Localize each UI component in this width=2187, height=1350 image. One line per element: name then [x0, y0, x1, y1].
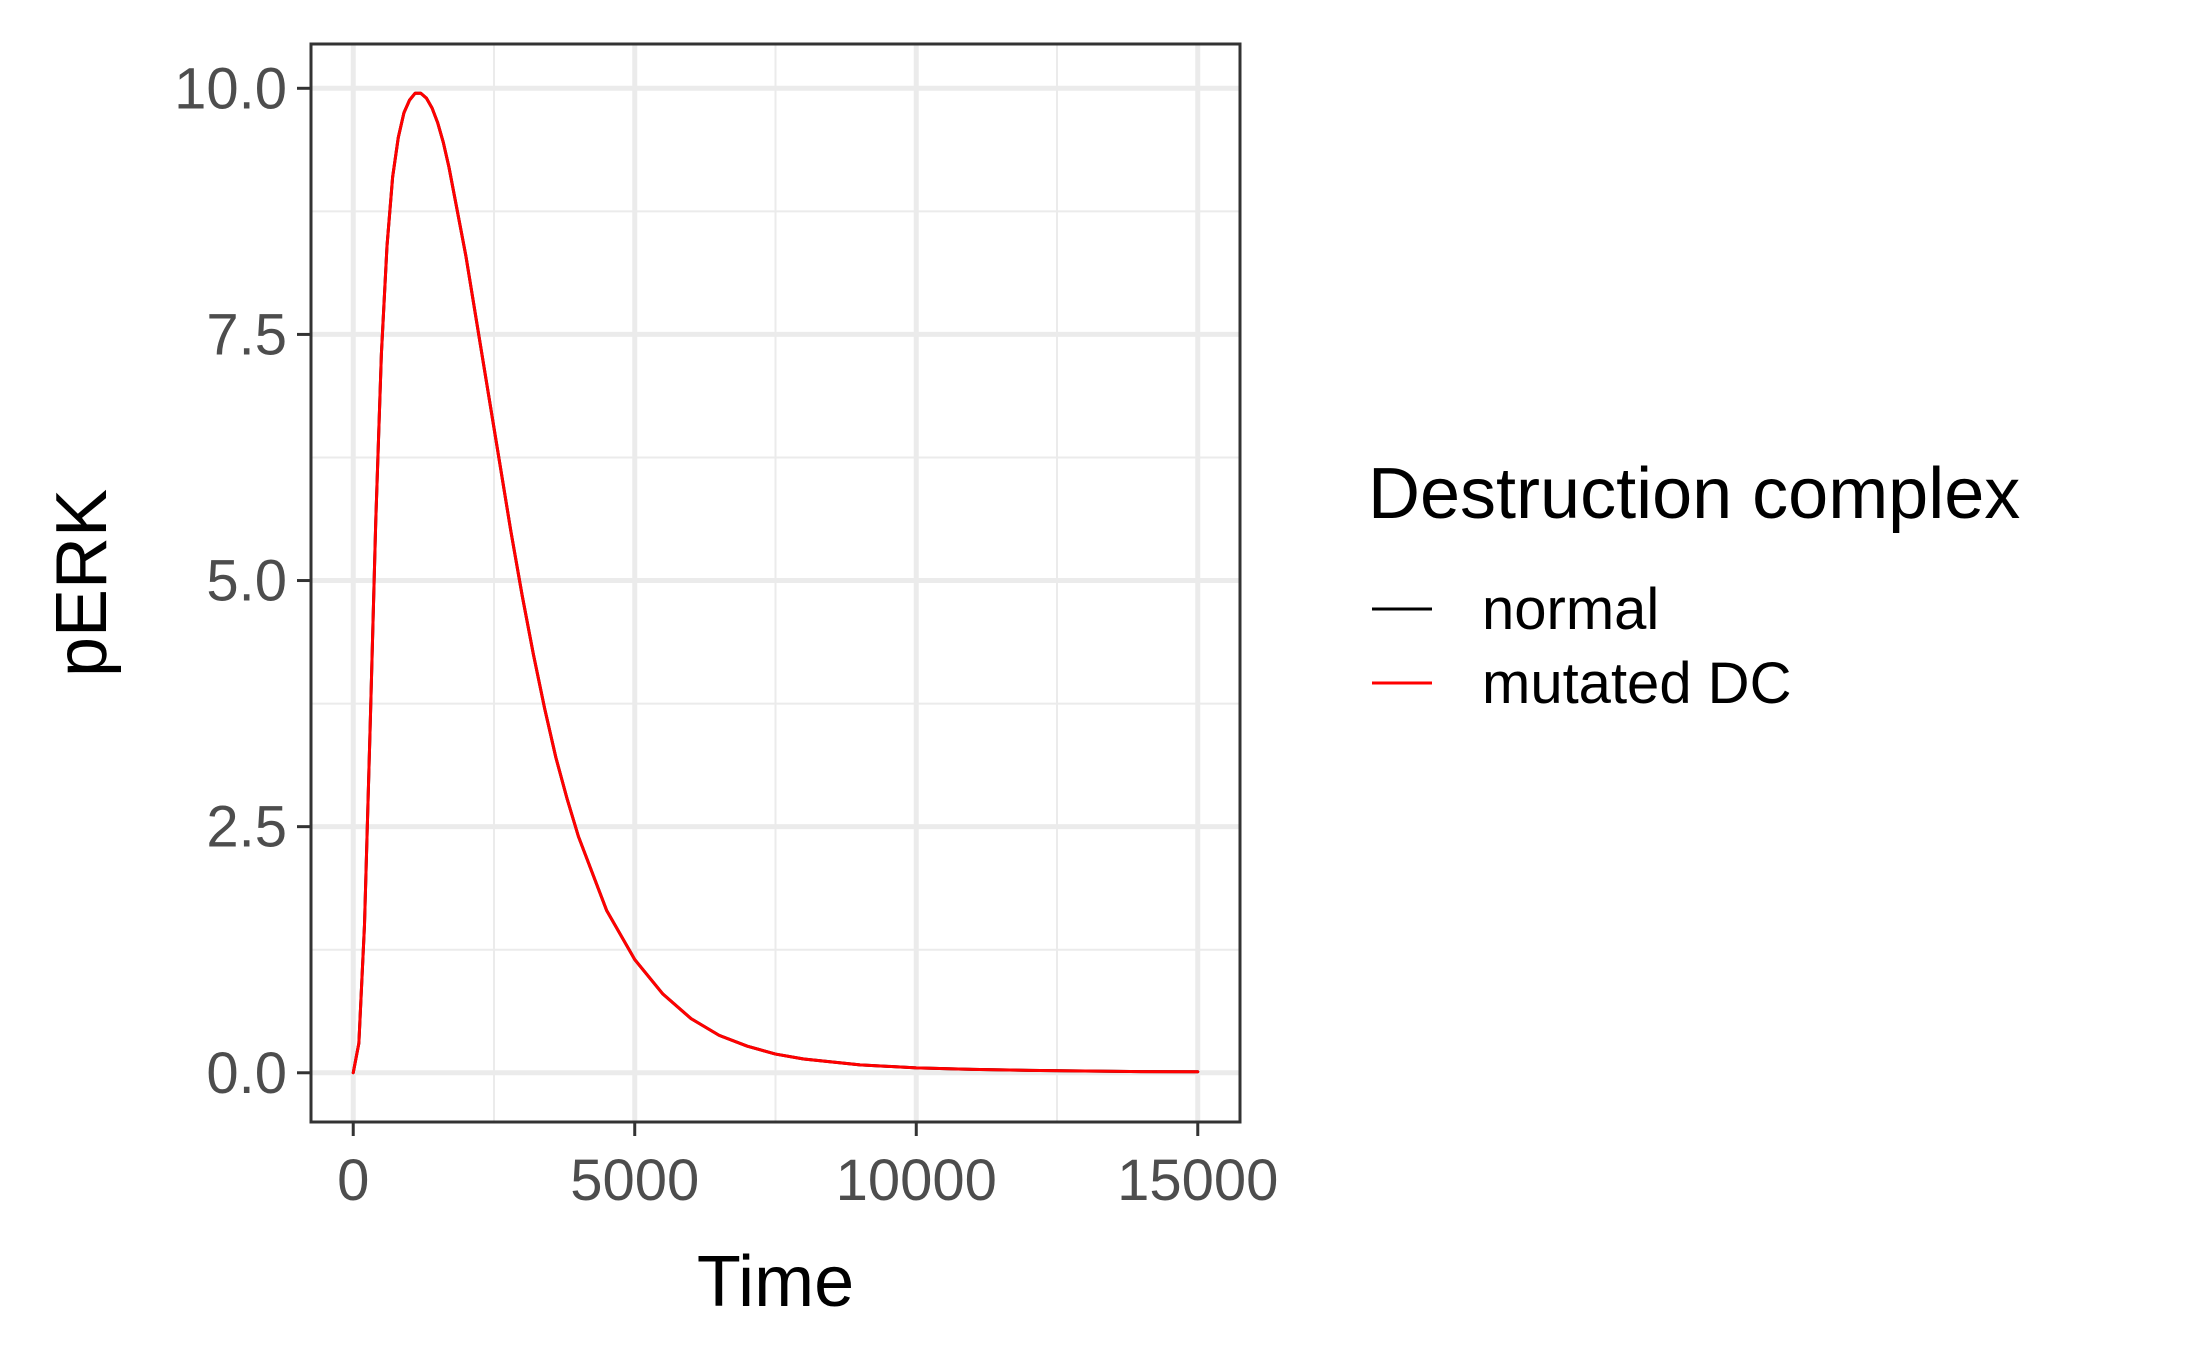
legend: Destruction complex normal mutated DC — [1368, 454, 2020, 716]
x-tick-label: 10000 — [836, 1148, 997, 1213]
x-axis: 0 5000 10000 15000 — [337, 1122, 1278, 1213]
y-tick-label: 5.0 — [206, 549, 287, 614]
legend-label: mutated DC — [1482, 651, 1791, 716]
series-layer — [351, 91, 1200, 1075]
x-tick-label: 15000 — [1117, 1148, 1278, 1213]
x-tick-label: 0 — [337, 1148, 369, 1213]
grid-major — [311, 44, 1240, 1122]
panel-border — [309, 42, 1242, 1124]
y-axis-title: pERK — [42, 489, 122, 677]
y-tick-label: 2.5 — [206, 795, 287, 860]
y-axis: 0.0 2.5 5.0 7.5 10.0 — [174, 56, 311, 1106]
x-axis-title: Time — [697, 1242, 854, 1322]
legend-label: normal — [1482, 577, 1659, 642]
y-tick-label: 7.5 — [206, 302, 287, 367]
legend-title: Destruction complex — [1368, 454, 2020, 534]
y-tick-label: 0.0 — [206, 1041, 287, 1106]
y-tick-label: 10.0 — [174, 56, 287, 121]
series-line-2 — [351, 91, 1200, 1075]
x-tick-label: 5000 — [570, 1148, 699, 1213]
